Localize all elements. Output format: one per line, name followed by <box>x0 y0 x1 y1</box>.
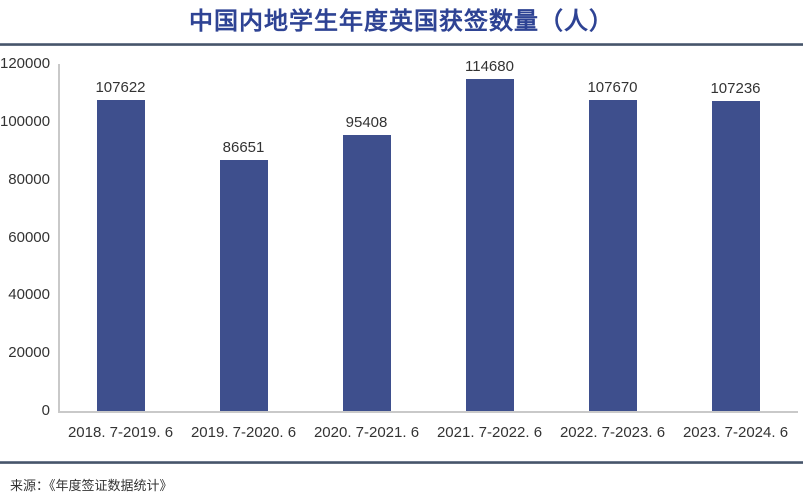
bar <box>465 79 514 411</box>
x-axis-category-label: 2020. 7-2021. 6 <box>313 424 420 441</box>
y-axis-tick-label: 60000 <box>8 228 50 246</box>
bar <box>219 160 268 411</box>
y-axis-tick-label: 20000 <box>8 344 50 362</box>
y-axis-tick-label: 100000 <box>0 112 51 130</box>
x-axis-line <box>58 411 798 413</box>
bar-value-label: 95408 <box>345 114 388 131</box>
bar-value-label: 107670 <box>587 79 638 96</box>
bar-value-label: 86651 <box>222 139 265 156</box>
x-axis-category-label: 2021. 7-2022. 6 <box>436 424 543 441</box>
bar <box>711 101 760 411</box>
bar <box>588 100 637 411</box>
bar-chart: 0 20000 40000 60000 80000 100000 120000 107622 2… <box>0 55 798 441</box>
x-axis-category-label: 2019. 7-2020. 6 <box>190 424 297 441</box>
x-axis-category-label: 2022. 7-2023. 6 <box>559 424 666 441</box>
bar-value-label: 107236 <box>710 80 761 97</box>
chart-title: 中国内地学生年度英国获签数量（人） <box>189 8 614 35</box>
y-axis-tick-label: 40000 <box>8 286 50 304</box>
y-axis-tick-label: 80000 <box>8 170 50 188</box>
bar <box>342 135 391 411</box>
bar-value-label: 107622 <box>95 79 146 96</box>
y-axis-line <box>58 64 60 412</box>
y-axis-tick-label: 120000 <box>0 55 51 72</box>
x-axis-category-label: 2018. 7-2019. 6 <box>67 424 174 441</box>
bar-value-label: 114680 <box>465 58 514 75</box>
bar <box>96 100 145 411</box>
bottom-divider <box>0 461 803 464</box>
x-axis-category-label: 2023. 7-2024. 6 <box>682 424 789 441</box>
y-axis-tick-label: 0 <box>41 402 50 419</box>
top-divider <box>0 43 803 46</box>
source-caption: 来源：《年度签证数据统计》 <box>10 478 173 493</box>
